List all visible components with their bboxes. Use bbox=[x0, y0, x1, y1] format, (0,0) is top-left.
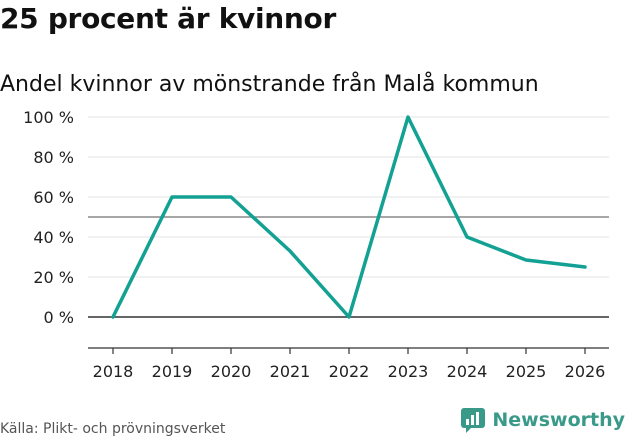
chart-subtitle: Andel kvinnor av mönstrande från Malå ko… bbox=[0, 72, 539, 97]
chart-title: 25 procent är kvinnor bbox=[0, 2, 336, 35]
y-tick-label: 20 % bbox=[33, 268, 74, 287]
data-point bbox=[524, 258, 528, 262]
series-group bbox=[111, 115, 587, 319]
data-point bbox=[406, 115, 410, 119]
y-tick-label: 100 % bbox=[23, 108, 74, 127]
x-tick-label: 2024 bbox=[447, 362, 488, 381]
data-point bbox=[465, 235, 469, 239]
x-tick-label: 2026 bbox=[565, 362, 606, 381]
brand-logo: Newsworthy bbox=[460, 407, 625, 433]
data-point bbox=[347, 315, 351, 319]
x-axis-labels: 2018 2019 2020 2021 2022 2023 2024 2025 2026 bbox=[93, 362, 606, 381]
x-tick-label: 2022 bbox=[329, 362, 370, 381]
x-tick-label: 2020 bbox=[211, 362, 252, 381]
source-note: Källa: Plikt- och prövningsverket bbox=[0, 421, 226, 437]
y-axis-labels: 0 % 20 % 40 % 60 % 80 % 100 % bbox=[23, 108, 74, 327]
x-tick-label: 2021 bbox=[270, 362, 311, 381]
brand-name: Newsworthy bbox=[492, 409, 625, 431]
x-tick-label: 2019 bbox=[152, 362, 193, 381]
x-tick-label: 2025 bbox=[506, 362, 547, 381]
y-tick-label: 0 % bbox=[44, 308, 74, 327]
y-tick-label: 40 % bbox=[33, 228, 74, 247]
line-chart: 0 % 20 % 40 % 60 % 80 % 100 % 2018 2019 2020 202… bbox=[23, 108, 609, 381]
x-tick-label: 2018 bbox=[93, 362, 134, 381]
x-axis bbox=[88, 347, 609, 354]
x-tick-label: 2023 bbox=[388, 362, 429, 381]
y-tick-label: 80 % bbox=[33, 148, 74, 167]
data-point bbox=[111, 315, 115, 319]
data-point bbox=[583, 265, 587, 269]
data-point bbox=[288, 249, 292, 253]
data-point bbox=[170, 195, 174, 199]
y-tick-label: 60 % bbox=[33, 188, 74, 207]
newsworthy-logo-icon bbox=[461, 408, 486, 433]
data-point bbox=[229, 195, 233, 199]
